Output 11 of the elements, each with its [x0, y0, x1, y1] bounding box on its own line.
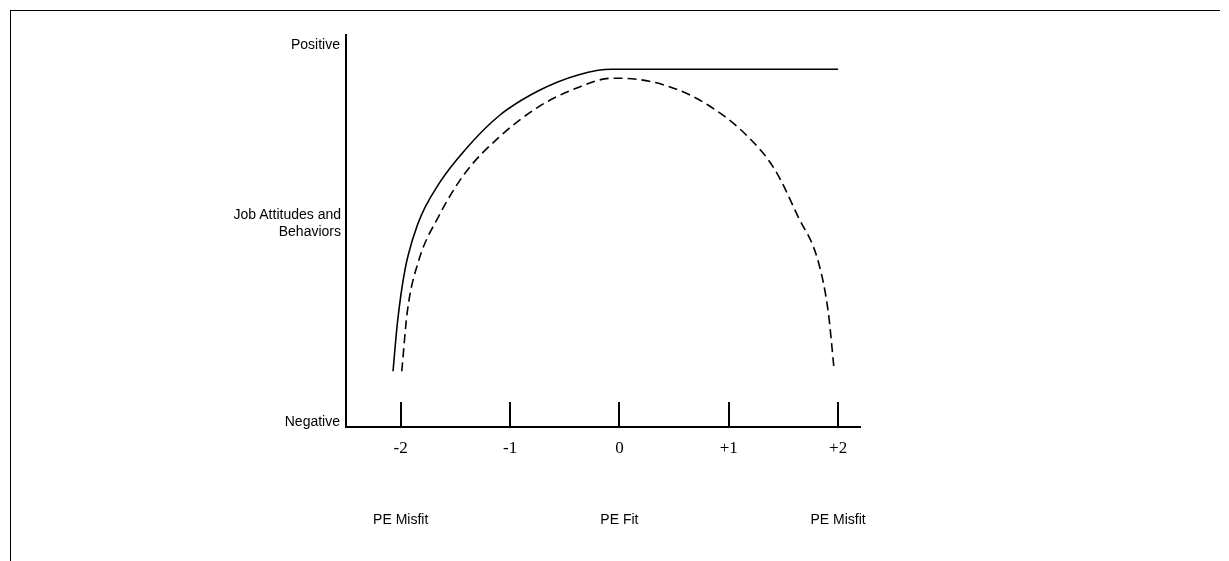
- text: Negative: [284, 413, 341, 430]
- text: PE Misfit: [373, 510, 429, 527]
- y-axis-title: Job Attitudes and Behaviors: [232, 205, 341, 240]
- x-tick-label: 0: [615, 438, 624, 458]
- x-tick-label: +1: [719, 438, 738, 458]
- text: PE Misfit: [810, 510, 866, 527]
- x-tick-label: -1: [502, 438, 518, 458]
- text: Positive: [290, 35, 341, 52]
- x-tick-label: -2: [393, 438, 408, 458]
- x-tick-label: +2: [829, 438, 848, 458]
- text: PE Fit: [600, 510, 639, 527]
